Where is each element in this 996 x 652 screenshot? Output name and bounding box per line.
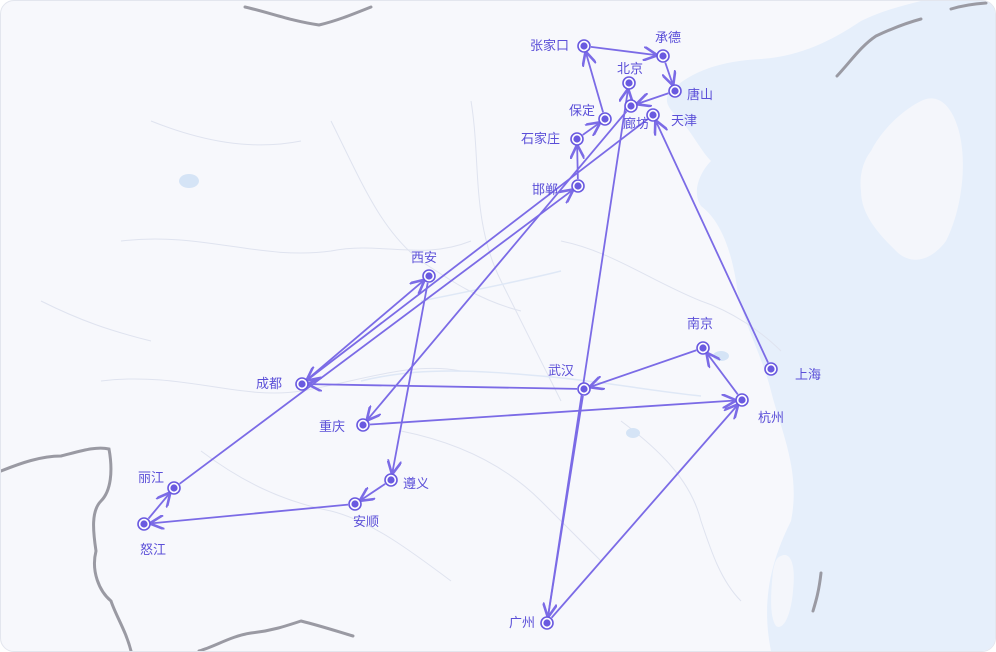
city-label-hangzhou: 杭州 [758, 411, 784, 426]
province-lines [40, 100, 782, 602]
city-marker-dot [738, 396, 746, 404]
route-segment-guangzhou-to-hangzhou [550, 405, 738, 619]
city-marker-dot [140, 520, 148, 528]
route-segment-anshun-to-nujiang [151, 503, 349, 524]
city-label-xian: 西安 [411, 251, 437, 266]
city-marker-langfang[interactable]: 廊坊 [623, 99, 649, 132]
route-lines [147, 45, 769, 619]
city-label-chongqing: 重庆 [319, 419, 345, 435]
route-segment-chongqing-to-hangzhou [369, 400, 735, 426]
city-marker-chengde[interactable]: 承德 [655, 31, 681, 63]
route-segment-tianjin-to-chengdu [308, 118, 648, 379]
city-marker-zunyi[interactable]: 遵义 [384, 473, 429, 492]
city-marker-handan[interactable]: 邯郸 [532, 179, 585, 198]
city-marker-tianjin[interactable]: 天津 [646, 108, 697, 129]
route-segment-chengde-to-tangshan [665, 62, 672, 85]
korea-landmass [860, 98, 963, 260]
city-label-wuhan: 武汉 [548, 364, 574, 379]
city-label-baoding: 保定 [569, 104, 595, 119]
city-marker-dot [649, 111, 657, 119]
city-marker-lijiang[interactable]: 丽江 [138, 471, 181, 495]
city-marker-dot [387, 476, 395, 484]
city-marker-zhangjiakou[interactable]: 张家口 [530, 38, 591, 54]
city-label-lijiang: 丽江 [138, 471, 164, 486]
city-label-nanjing: 南京 [687, 316, 713, 332]
city-label-nujiang: 怒江 [140, 543, 166, 558]
city-label-zhangjiakou: 张家口 [530, 38, 569, 54]
city-marker-shanghai[interactable]: 上海 [764, 362, 821, 383]
city-label-chengdu: 成都 [256, 377, 282, 392]
city-label-tianjin: 天津 [671, 114, 697, 129]
route-segment-shijiazhuang-to-baoding [582, 123, 600, 135]
taiwan-island [771, 555, 794, 627]
city-marker-chongqing[interactable]: 重庆 [319, 418, 370, 435]
route-segment-langfang-to-chongqing [368, 110, 628, 419]
city-marker-dot [699, 344, 707, 352]
city-marker-dot [351, 500, 359, 508]
route-segment-shanghai-to-tianjin [656, 121, 769, 364]
city-marker-xian[interactable]: 西安 [411, 251, 437, 283]
city-marker-anshun[interactable]: 安顺 [348, 497, 379, 530]
rivers [360, 270, 702, 397]
city-marker-wuhan[interactable]: 武汉 [548, 364, 591, 396]
route-segment-nujiang-to-lijiang [147, 493, 169, 520]
city-label-langfang: 廊坊 [623, 116, 649, 132]
route-segment-zunyi-to-anshun [361, 483, 386, 500]
city-marker-nanjing[interactable]: 南京 [687, 316, 713, 355]
city-marker-dot [425, 272, 433, 280]
route-segment-chengdu-to-xian [306, 281, 423, 381]
city-marker-dot [627, 102, 635, 110]
route-segment-baoding-to-zhangjiakou [586, 53, 604, 113]
city-marker-dot [359, 421, 367, 429]
route-segment-zhangjiakou-to-chengde [590, 45, 656, 55]
city-marker-dot [671, 87, 679, 95]
city-label-tangshan: 唐山 [687, 87, 713, 103]
city-marker-dot [767, 365, 775, 373]
city-marker-shijiazhuang[interactable]: 石家庄 [521, 131, 584, 147]
city-marker-nujiang[interactable]: 怒江 [137, 517, 166, 558]
city-marker-baoding[interactable]: 保定 [569, 104, 612, 126]
city-label-guangzhou: 广州 [509, 616, 535, 631]
city-label-chengde: 承德 [655, 31, 681, 46]
route-segment-wuhan-to-chengdu [309, 384, 578, 389]
city-marker-guangzhou[interactable]: 广州 [509, 616, 554, 631]
city-label-handan: 邯郸 [532, 183, 558, 198]
city-marker-dot [601, 115, 609, 123]
city-marker-dot [659, 52, 667, 60]
city-marker-dot [580, 385, 588, 393]
city-marker-dot [543, 619, 551, 627]
city-marker-dot [573, 135, 581, 143]
bohai-coast [676, 71, 761, 136]
route-segment-nanjing-to-wuhan [591, 349, 697, 386]
city-label-beijing: 北京 [617, 62, 643, 77]
city-marker-dot [574, 182, 582, 190]
city-marker-beijing[interactable]: 北京 [617, 62, 643, 90]
city-marker-dot [298, 380, 306, 388]
city-marker-hangzhou[interactable]: 杭州 [735, 393, 784, 426]
route-segment-xian-to-zunyi [392, 282, 429, 473]
route-segment-lijiang-to-handan [179, 190, 573, 485]
city-label-zunyi: 遵义 [403, 476, 429, 492]
city-marker-chengdu[interactable]: 成都 [256, 377, 309, 392]
city-label-anshun: 安顺 [353, 515, 379, 530]
route-segment-guangzhou-to-beijing [547, 90, 628, 617]
city-marker-dot [625, 79, 633, 87]
route-segment-hangzhou-to-nanjing [707, 354, 739, 395]
city-label-shanghai: 上海 [795, 368, 821, 383]
city-marker-tangshan[interactable]: 唐山 [668, 84, 713, 103]
lakes [179, 174, 729, 438]
city-label-shijiazhuang: 石家庄 [521, 131, 560, 147]
city-marker-dot [580, 42, 588, 50]
city-marker-dot [170, 484, 178, 492]
route-segment-tangshan-to-langfang [638, 92, 669, 103]
